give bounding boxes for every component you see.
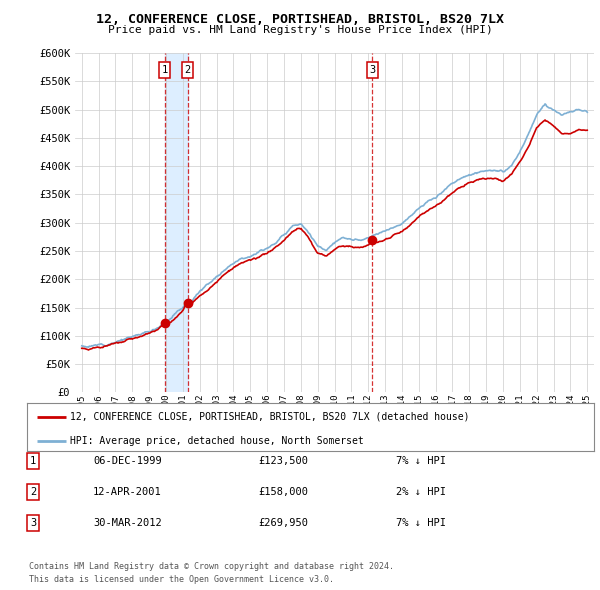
Text: 2: 2 [184, 65, 191, 75]
Text: HPI: Average price, detached house, North Somerset: HPI: Average price, detached house, Nort… [70, 435, 363, 445]
Text: 1: 1 [161, 65, 168, 75]
Text: £123,500: £123,500 [258, 457, 308, 466]
Text: 2: 2 [30, 487, 36, 497]
Text: 7% ↓ HPI: 7% ↓ HPI [396, 518, 446, 527]
Text: 12, CONFERENCE CLOSE, PORTISHEAD, BRISTOL, BS20 7LX: 12, CONFERENCE CLOSE, PORTISHEAD, BRISTO… [96, 13, 504, 26]
Text: 7% ↓ HPI: 7% ↓ HPI [396, 457, 446, 466]
Text: 06-DEC-1999: 06-DEC-1999 [93, 457, 162, 466]
Text: £158,000: £158,000 [258, 487, 308, 497]
Text: 12, CONFERENCE CLOSE, PORTISHEAD, BRISTOL, BS20 7LX (detached house): 12, CONFERENCE CLOSE, PORTISHEAD, BRISTO… [70, 411, 469, 421]
Text: Contains HM Land Registry data © Crown copyright and database right 2024.: Contains HM Land Registry data © Crown c… [29, 562, 394, 571]
Text: This data is licensed under the Open Government Licence v3.0.: This data is licensed under the Open Gov… [29, 575, 334, 584]
Text: 3: 3 [30, 518, 36, 527]
Text: £269,950: £269,950 [258, 518, 308, 527]
Text: 2% ↓ HPI: 2% ↓ HPI [396, 487, 446, 497]
Text: Price paid vs. HM Land Registry's House Price Index (HPI): Price paid vs. HM Land Registry's House … [107, 25, 493, 35]
Text: 1: 1 [30, 457, 36, 466]
Text: 3: 3 [369, 65, 376, 75]
Text: 12-APR-2001: 12-APR-2001 [93, 487, 162, 497]
Bar [164, 53, 188, 392]
Text: 30-MAR-2012: 30-MAR-2012 [93, 518, 162, 527]
